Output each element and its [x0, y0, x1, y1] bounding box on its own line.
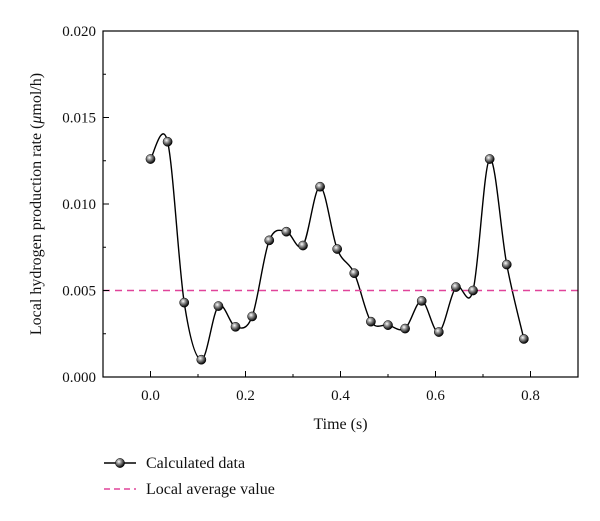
legend-calculated-label: Calculated data	[146, 455, 245, 472]
data-point	[484, 154, 495, 164]
y-axis-label-suffix: mol/h)	[28, 73, 45, 116]
data-point	[416, 296, 427, 306]
legend-calculated-marker	[115, 458, 125, 468]
data-point	[400, 323, 410, 334]
data-point	[332, 244, 343, 254]
data-point	[179, 297, 190, 308]
data-point	[451, 282, 461, 292]
y-axis-label-prefix: Local hydrogen production rate (	[28, 124, 45, 335]
data-point	[196, 354, 207, 365]
data-point	[366, 316, 376, 327]
data-point	[247, 311, 257, 322]
data-point	[281, 226, 292, 237]
y-axis-label: Local hydrogen production rate (μmol/h)	[28, 73, 45, 335]
legend: Calculated data Local average value	[104, 455, 275, 498]
data-point	[145, 154, 156, 164]
y-axis-label-mu: μ	[28, 116, 45, 125]
data-point	[519, 334, 529, 344]
legend-item-average: Local average value	[104, 481, 275, 498]
data-point	[298, 240, 308, 251]
x-tick-label: 0.4	[331, 388, 350, 404]
x-tick-label: 0.2	[236, 388, 255, 404]
x-axis-label: Time (s)	[313, 416, 367, 433]
y-tick-label: 0.005	[62, 284, 96, 300]
legend-average-label: Local average value	[146, 481, 275, 498]
ticks-layer: 0.0 0.2 0.4 0.6 0.8 0.000 0.005 0.010 0.015 0.020	[62, 24, 579, 404]
data-point	[315, 181, 325, 192]
data-point	[230, 321, 241, 332]
data-point	[501, 259, 512, 270]
data-point	[468, 285, 478, 296]
y-tick-label: 0.010	[62, 197, 96, 213]
y-tick-label: 0.020	[62, 24, 96, 40]
data-point	[162, 136, 173, 147]
legend-item-calculated: Calculated data	[104, 455, 245, 472]
y-tick-label: 0.000	[62, 370, 96, 386]
y-tick-label: 0.015	[62, 111, 96, 127]
data-point	[213, 301, 224, 311]
x-tick-label: 0.6	[426, 388, 445, 404]
data-point	[264, 235, 275, 246]
data-point	[349, 268, 360, 279]
x-tick-label: 0.0	[141, 388, 160, 404]
data-points-layer	[145, 136, 529, 365]
data-point	[433, 327, 444, 337]
x-tick-label: 0.8	[521, 388, 540, 404]
data-point	[383, 320, 393, 330]
